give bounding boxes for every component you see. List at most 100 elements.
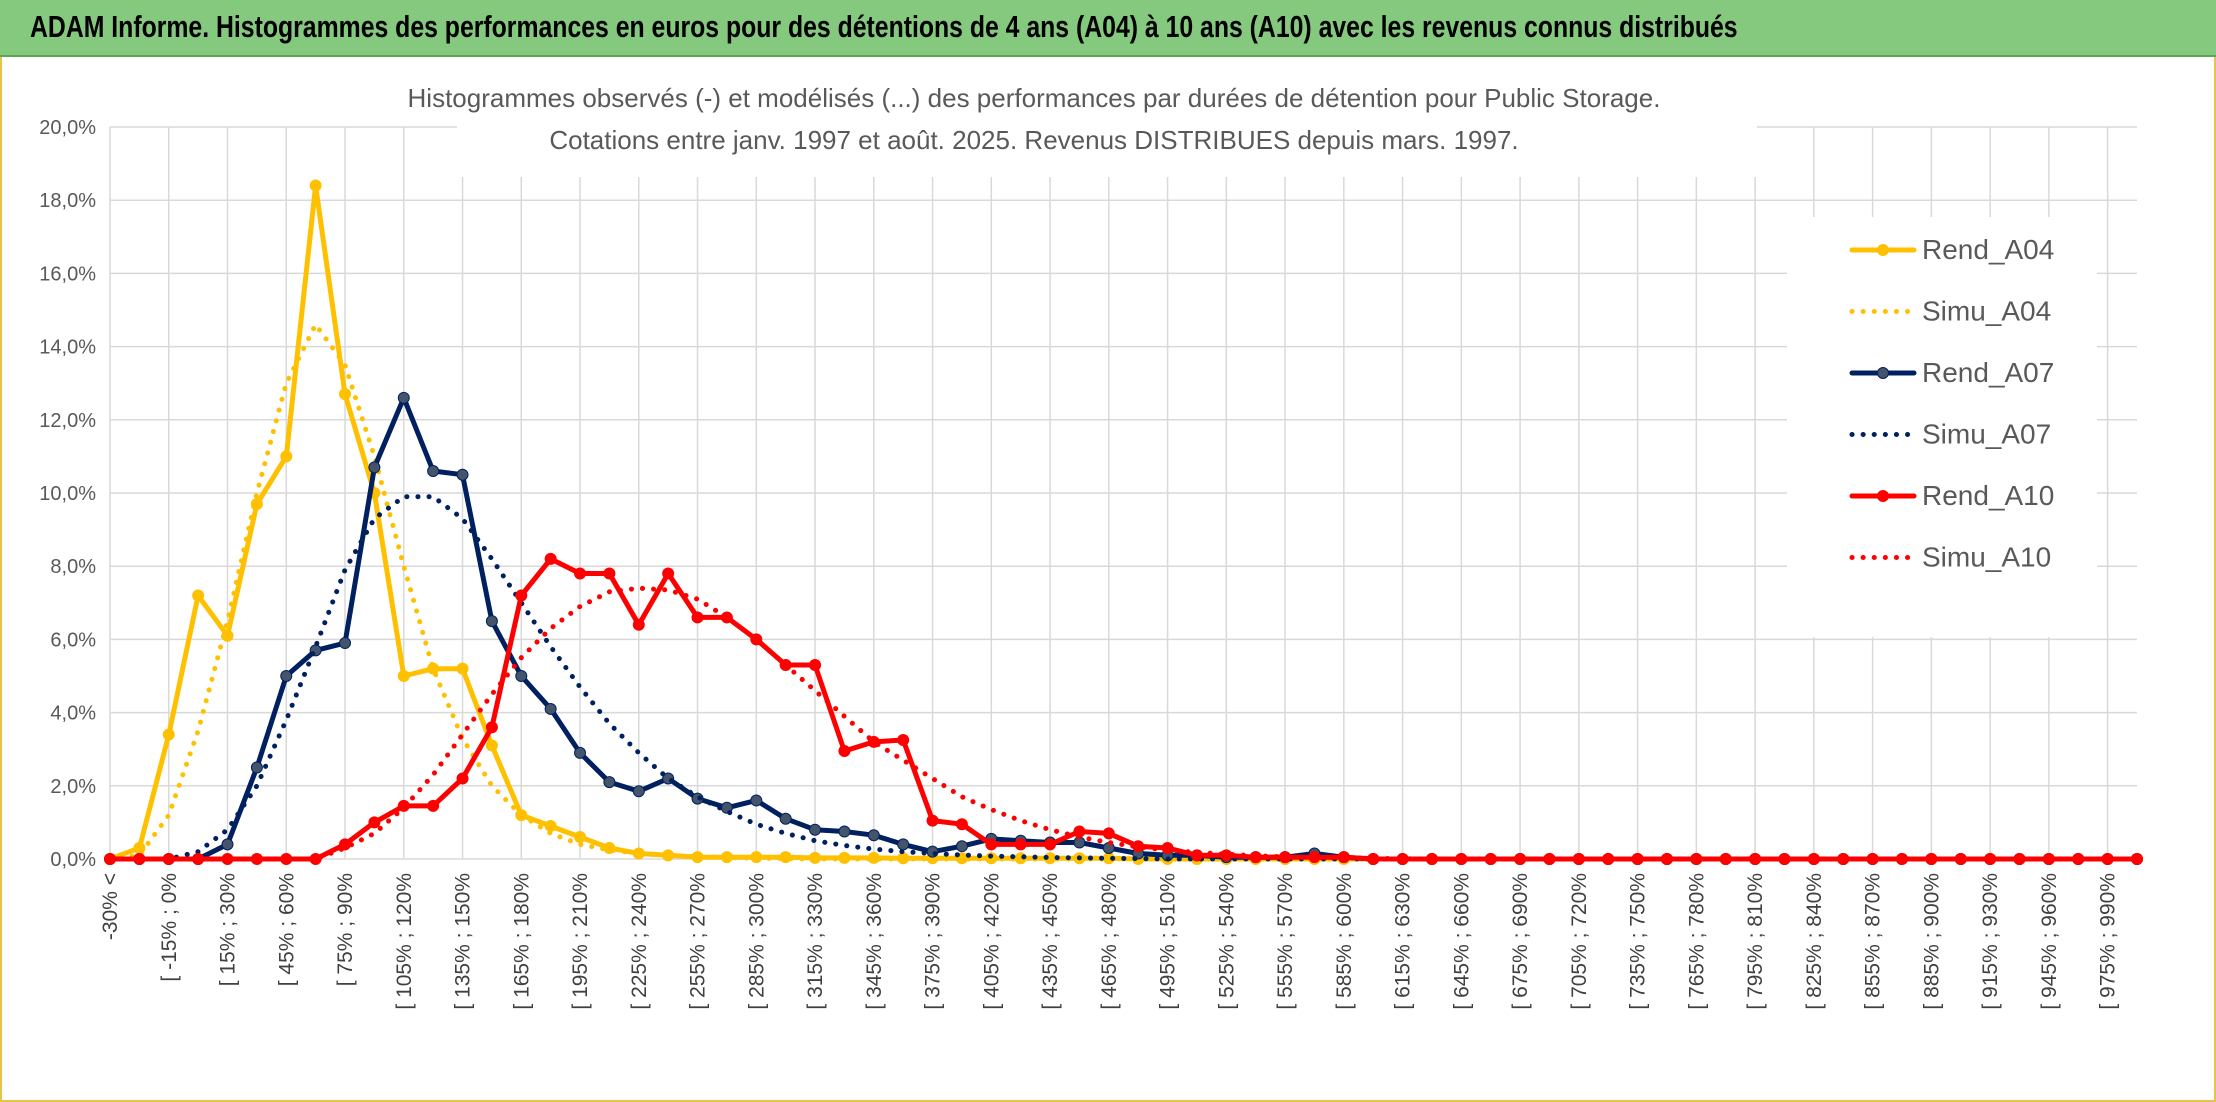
data-point-rend-a04 bbox=[162, 728, 175, 741]
data-point-rend-a07 bbox=[427, 465, 440, 478]
x-tick-label: [ 675% ; 690% bbox=[1509, 873, 1532, 1010]
data-point-rend-a10 bbox=[632, 618, 645, 631]
data-point-rend-a07 bbox=[339, 637, 352, 650]
y-tick-label: 2,0% bbox=[50, 776, 96, 798]
x-tick-label: [ 705% ; 720% bbox=[1568, 873, 1591, 1010]
x-tick-label: -30% < bbox=[99, 873, 122, 940]
chart-frame: 0,0% 2,0% 4,0% 6,0% 8,0% 10,0% 12,0% 14,0% 16,0%… bbox=[0, 57, 2216, 1102]
data-point-rend-a07 bbox=[750, 794, 763, 807]
data-point-rend-a07 bbox=[456, 468, 469, 481]
data-point-rend-a07 bbox=[221, 838, 234, 851]
y-tick-label: 12,0% bbox=[39, 410, 96, 432]
legend-label: Simu_A04 bbox=[1922, 296, 2051, 327]
y-tick-label: 6,0% bbox=[50, 629, 96, 651]
data-point-rend-a07 bbox=[280, 670, 293, 682]
x-tick-label: [ 285% ; 300% bbox=[745, 873, 768, 1010]
x-tick-label: [ 255% ; 270% bbox=[687, 873, 710, 1010]
series-simu-a10 bbox=[107, 585, 2140, 862]
chart-title-background bbox=[457, 77, 1757, 177]
x-tick-label: [ 75% ; 90% bbox=[334, 873, 357, 986]
x-tick-label: [ 945% ; 960% bbox=[2038, 873, 2061, 1010]
data-point-rend-a10 bbox=[662, 567, 675, 580]
legend-label: Simu_A07 bbox=[1922, 419, 2051, 450]
data-point-rend-a10 bbox=[838, 745, 851, 758]
x-tick-label: [ 885% ; 900% bbox=[1920, 873, 1943, 1010]
y-axis-labels: 0,0% 2,0% 4,0% 6,0% 8,0% 10,0% 12,0% 14,0% 16,0%… bbox=[39, 117, 96, 871]
x-tick-label: [ 405% ; 420% bbox=[980, 873, 1003, 1010]
data-point-rend-a10 bbox=[809, 659, 822, 672]
x-tick-label: [ 105% ; 120% bbox=[393, 873, 416, 1010]
legend-item-rend-a07: Rend_A07 bbox=[1849, 357, 2054, 388]
y-tick-label: 0,0% bbox=[50, 849, 96, 871]
x-tick-label: [ 495% ; 510% bbox=[1157, 873, 1180, 1010]
data-point-rend-a10 bbox=[926, 814, 939, 827]
x-tick-label: [ 15% ; 30% bbox=[217, 873, 240, 986]
data-point-rend-a07 bbox=[515, 670, 528, 682]
x-tick-label: [ 165% ; 180% bbox=[510, 873, 533, 1010]
x-tick-label: [ 585% ; 600% bbox=[1333, 873, 1356, 1010]
data-point-rend-a07 bbox=[779, 812, 792, 825]
data-point-rend-a10 bbox=[955, 818, 968, 831]
y-tick-label: 8,0% bbox=[50, 556, 96, 578]
x-tick-label: [ 375% ; 390% bbox=[922, 873, 945, 1010]
legend-item-simu-a07: Simu_A07 bbox=[1849, 419, 2051, 450]
chart-title-line-1: Histogrammes observés (-) et modélisés (… bbox=[408, 83, 1661, 113]
x-tick-label: [ 855% ; 870% bbox=[1862, 873, 1885, 1010]
data-point-rend-a07 bbox=[897, 838, 910, 851]
data-point-rend-a10 bbox=[985, 838, 998, 851]
data-point-rend-a04 bbox=[397, 670, 410, 682]
x-tick-label: [ 795% ; 810% bbox=[1744, 873, 1767, 1010]
x-tick-label: [ 225% ; 240% bbox=[628, 873, 651, 1010]
x-tick-label: [ 735% ; 750% bbox=[1627, 873, 1650, 1010]
legend-background bbox=[1787, 217, 2097, 637]
legend-marker bbox=[1877, 367, 1889, 379]
x-tick-label: [ 555% ; 570% bbox=[1274, 873, 1297, 1010]
x-tick-label: [ 645% ; 660% bbox=[1450, 873, 1473, 1010]
x-tick-label: [ 435% ; 450% bbox=[1039, 873, 1062, 1010]
x-tick-label: [ 135% ; 150% bbox=[452, 873, 475, 1010]
data-point-rend-a10 bbox=[1044, 838, 1057, 851]
x-tick-label: [ 195% ; 210% bbox=[569, 873, 592, 1010]
legend-label: Simu_A10 bbox=[1922, 542, 2051, 573]
x-tick-label: [ 315% ; 330% bbox=[804, 873, 827, 1010]
legend-item-simu-a10: Simu_A10 bbox=[1849, 542, 2051, 573]
x-axis-labels: -30% < [ -15% ; 0% [ 15% ; 30% [ 45% ; 60% [… bbox=[99, 873, 2120, 1010]
y-tick-label: 4,0% bbox=[50, 703, 96, 725]
legend: Rend_A04 Simu_A04 Rend_A07 Simu_A07 Rend_A10… bbox=[1849, 234, 2054, 573]
x-tick-label: [ 915% ; 930% bbox=[1979, 873, 2002, 1010]
x-tick-label: [ 465% ; 480% bbox=[1098, 873, 1121, 1010]
x-tick-label: [ 525% ; 540% bbox=[1215, 873, 1238, 1010]
legend-marker bbox=[1877, 490, 1889, 502]
chart-title-line-2: Cotations entre janv. 1997 et août. 2025… bbox=[549, 125, 1518, 155]
series-layer bbox=[104, 179, 2143, 865]
legend-item-simu-a04: Simu_A04 bbox=[1849, 296, 2051, 327]
data-point-rend-a10 bbox=[485, 721, 498, 734]
data-point-rend-a10 bbox=[515, 589, 528, 602]
series-line-simu-a10 bbox=[107, 585, 2140, 862]
data-point-rend-a04 bbox=[456, 662, 469, 675]
data-point-rend-a10 bbox=[603, 567, 616, 580]
legend-label: Rend_A10 bbox=[1922, 480, 2054, 511]
data-point-rend-a07 bbox=[485, 615, 498, 628]
data-point-rend-a07 bbox=[574, 746, 587, 759]
x-tick-label: [ -15% ; 0% bbox=[158, 873, 181, 982]
data-point-rend-a04 bbox=[544, 820, 557, 833]
data-point-rend-a07 bbox=[250, 761, 263, 774]
data-point-rend-a10 bbox=[691, 611, 704, 624]
data-point-rend-a07 bbox=[368, 461, 381, 474]
data-point-rend-a07 bbox=[632, 785, 645, 798]
report-banner: ADAM Informe. Histogrammes des performan… bbox=[0, 0, 2216, 57]
data-point-rend-a10 bbox=[897, 734, 910, 747]
x-tick-label: [ 765% ; 780% bbox=[1685, 873, 1708, 1010]
x-tick-label: [ 45% ; 60% bbox=[275, 873, 298, 986]
data-point-rend-a10 bbox=[544, 552, 557, 565]
data-point-rend-a07 bbox=[544, 702, 557, 715]
x-tick-label: [ 975% ; 990% bbox=[2097, 873, 2120, 1010]
data-point-rend-a07 bbox=[955, 840, 968, 853]
data-point-rend-a04 bbox=[339, 388, 352, 401]
legend-label: Rend_A04 bbox=[1922, 234, 2054, 265]
y-tick-label: 18,0% bbox=[39, 190, 96, 212]
data-point-rend-a10 bbox=[368, 816, 381, 829]
legend-item-rend-a10: Rend_A10 bbox=[1849, 480, 2054, 511]
histogram-chart: 0,0% 2,0% 4,0% 6,0% 8,0% 10,0% 12,0% 14,0% 16,0%… bbox=[39, 77, 2143, 1010]
